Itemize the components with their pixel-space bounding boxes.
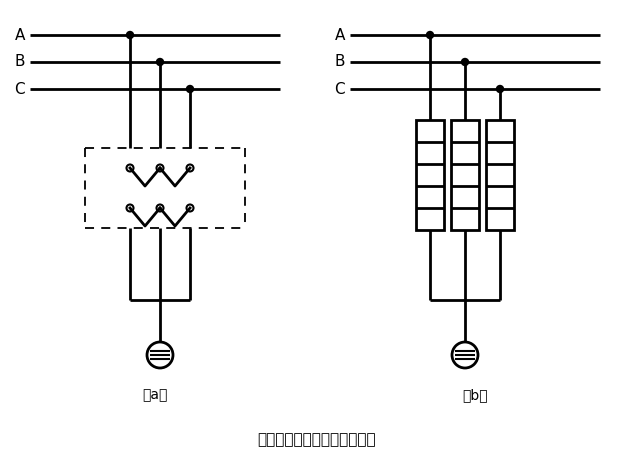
Text: A: A xyxy=(335,27,345,43)
Circle shape xyxy=(156,59,163,65)
Text: （a）: （a） xyxy=(142,388,168,402)
Circle shape xyxy=(187,86,194,93)
Circle shape xyxy=(126,32,133,38)
Text: C: C xyxy=(15,82,25,97)
Text: A: A xyxy=(15,27,25,43)
Text: B: B xyxy=(15,55,25,70)
Text: （b）: （b） xyxy=(462,388,488,402)
Circle shape xyxy=(462,59,469,65)
Bar xyxy=(416,120,444,230)
Bar xyxy=(486,120,514,230)
Circle shape xyxy=(427,32,434,38)
Text: 羊角间隙避雷器、阀型避雷器: 羊角间隙避雷器、阀型避雷器 xyxy=(258,432,377,447)
Text: B: B xyxy=(335,55,345,70)
Bar xyxy=(451,120,479,230)
Circle shape xyxy=(497,86,504,93)
Text: C: C xyxy=(335,82,345,97)
